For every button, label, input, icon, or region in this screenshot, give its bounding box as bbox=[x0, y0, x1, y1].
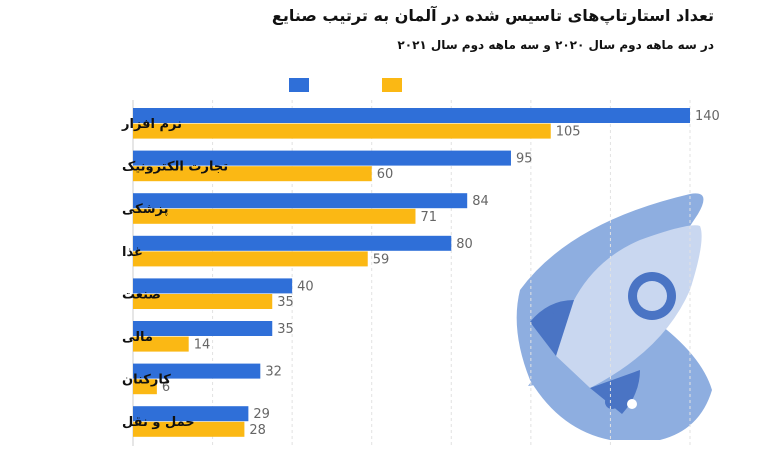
legend-swatch bbox=[382, 78, 402, 92]
rocket-smoke-3 bbox=[627, 399, 637, 409]
data-label: 84 bbox=[472, 194, 489, 209]
rocket-fin-left bbox=[530, 300, 574, 356]
bar bbox=[133, 235, 452, 251]
bar bbox=[133, 108, 690, 123]
chart-subtitle: در سه ماهه دوم سال ۲۰۲۰ و سه ماهه دوم سا… bbox=[397, 38, 714, 52]
chart-title: تعداد استارتاپ‌های تاسیس شده در آلمان به… bbox=[271, 6, 714, 25]
bar bbox=[133, 379, 157, 395]
category-label: غذا bbox=[122, 245, 143, 260]
bar bbox=[133, 166, 372, 182]
data-label: 29 bbox=[253, 407, 270, 422]
bar bbox=[133, 336, 189, 352]
bar bbox=[133, 208, 416, 224]
data-label: 105 bbox=[556, 125, 581, 140]
data-label: 35 bbox=[277, 295, 294, 310]
category-label: مالی bbox=[122, 330, 153, 345]
bar bbox=[133, 406, 249, 422]
category-label: پزشکی bbox=[122, 202, 168, 217]
bar bbox=[133, 321, 273, 336]
bar bbox=[133, 150, 511, 166]
rocket-smoke-2 bbox=[605, 395, 619, 409]
bar bbox=[133, 363, 261, 379]
data-label: 28 bbox=[249, 423, 266, 438]
data-label: 59 bbox=[373, 252, 390, 267]
data-label: 40 bbox=[297, 279, 314, 294]
rocket-smoke-1 bbox=[541, 311, 555, 325]
legend bbox=[289, 78, 402, 92]
rocket-body bbox=[556, 225, 702, 388]
bar bbox=[133, 251, 368, 267]
rocket-flame bbox=[528, 356, 590, 404]
data-label: 32 bbox=[265, 365, 282, 380]
category-label: تجارت الکترونیک bbox=[122, 160, 228, 175]
data-label: 80 bbox=[456, 237, 473, 252]
category-label: کارکنان bbox=[122, 373, 171, 388]
data-label: 14 bbox=[194, 338, 211, 353]
rocket-illustration bbox=[516, 193, 712, 440]
bar bbox=[133, 193, 468, 209]
bar bbox=[133, 123, 551, 139]
bar bbox=[133, 278, 293, 294]
category-labels: نرم افزار تجارت الکترونیک پزشکی غذا صنعت مالی… bbox=[121, 117, 228, 430]
data-label: 71 bbox=[420, 210, 437, 225]
data-label: 140 bbox=[695, 109, 720, 124]
category-label: حمل و نقل bbox=[122, 415, 195, 430]
data-label: 6 bbox=[162, 380, 170, 395]
legend-swatch bbox=[289, 78, 309, 92]
data-label: 35 bbox=[277, 322, 294, 337]
bar bbox=[133, 421, 245, 437]
category-label: صنعت bbox=[122, 287, 161, 302]
rocket-window-inner bbox=[637, 281, 667, 311]
category-label: نرم افزار bbox=[121, 117, 182, 132]
data-label: 95 bbox=[516, 152, 533, 167]
data-label: 60 bbox=[377, 167, 394, 182]
bar bbox=[133, 294, 273, 309]
